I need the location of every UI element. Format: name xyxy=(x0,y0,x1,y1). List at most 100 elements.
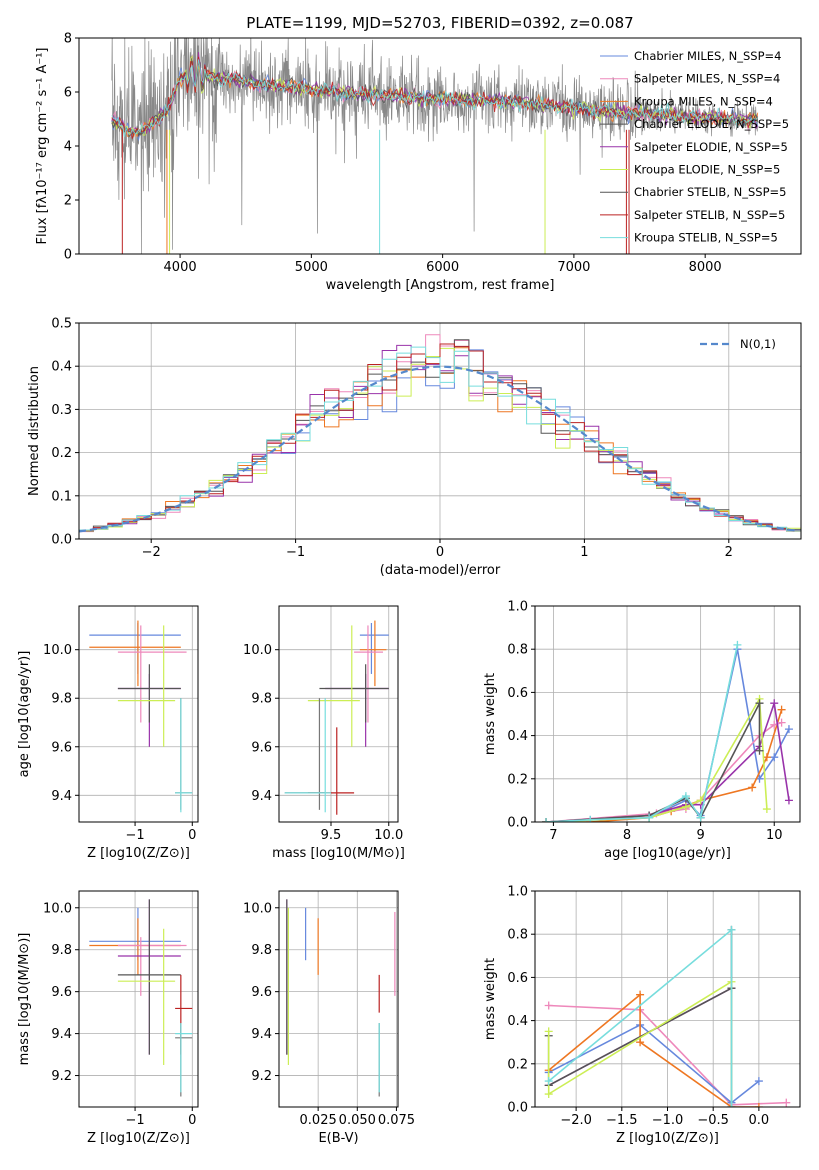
chart-title: PLATE=1199, MJD=52703, FIBERID=0392, z=0… xyxy=(246,14,633,32)
x-tick-label: 9 xyxy=(696,828,704,843)
x-tick-label: 10 xyxy=(766,828,783,843)
y-tick-label: 9.4 xyxy=(251,1027,272,1042)
weight-marker xyxy=(770,699,779,708)
panel-2: −1 0 9.4 9.6 9.8 10.0 Z [log10(Z/Z⊙)] age [log1… xyxy=(17,605,199,861)
panel-3: 9.5 10.0 9.4 9.6 9.8 10.0 mass [log10(M/M⊙)] xyxy=(243,605,405,861)
y-tick-label: 2 xyxy=(64,194,72,209)
weight-series xyxy=(545,702,761,822)
axes-frame xyxy=(278,890,399,1108)
y-tick-label: 9.6 xyxy=(51,740,72,755)
legend-entry: Chabrier STELIB, N_SSP=5 xyxy=(634,185,786,199)
y-tick-label: 6 xyxy=(64,86,72,101)
x-tick-label: 5000 xyxy=(295,260,328,275)
weight-marker xyxy=(754,1077,763,1086)
weight-marker xyxy=(544,1077,553,1086)
weight-marker xyxy=(727,925,736,934)
x-tick-label: −1 xyxy=(125,1113,144,1128)
x-tick-label: 0 xyxy=(188,1113,196,1128)
weight-marker xyxy=(777,705,786,714)
gaussian-curve xyxy=(79,365,799,533)
y-axis-label: age [log10(age/yr)] xyxy=(17,651,32,778)
model-spectrum xyxy=(111,59,759,137)
x-tick-label: −2 xyxy=(142,545,161,560)
y-tick-label: 9.6 xyxy=(51,985,72,1000)
y-tick-label: 0.2 xyxy=(507,1057,528,1072)
weight-marker xyxy=(748,783,757,792)
y-tick-label: 8 xyxy=(64,32,72,47)
x-axis-label: Z [log10(Z/Z⊙)] xyxy=(616,1131,719,1146)
x-tick-label: 8000 xyxy=(689,260,722,275)
panel-4: 7 8 9 10 0.0 0.2 0.4 0.6 0.8 1.0 age [log10(age/yr… xyxy=(483,600,801,861)
axes-frame xyxy=(78,890,199,1108)
y-tick-label: 9.8 xyxy=(51,943,72,958)
weight-marker xyxy=(754,1103,763,1107)
y-tick-label: 10.0 xyxy=(243,643,272,658)
legend-entry: Kroupa STELIB, N_SSP=5 xyxy=(634,231,778,245)
panel-6: 0.025 0.050 0.075 9.2 9.4 9.6 9.8 10.0 E(B-V) xyxy=(243,890,415,1146)
y-tick-label: 9.6 xyxy=(251,740,272,755)
y-tick-label: 4 xyxy=(64,140,72,155)
weight-marker xyxy=(782,1098,791,1107)
weight-marker xyxy=(784,725,793,734)
x-tick-label: −1.5 xyxy=(606,1113,638,1128)
x-tick-label: −2.0 xyxy=(560,1113,592,1128)
panel-5: −1 0 9.2 9.4 9.6 9.8 10.0 Z [log10(Z/Z⊙)] mass [… xyxy=(17,890,199,1146)
weight-series xyxy=(545,696,768,822)
weight-marker xyxy=(681,792,690,801)
weight-marker xyxy=(544,1090,553,1099)
x-tick-label: 9.5 xyxy=(321,828,342,843)
plot-area xyxy=(544,925,791,1107)
axes-frame xyxy=(278,605,399,823)
y-tick-label: 1.0 xyxy=(507,885,528,900)
weight-marker xyxy=(636,1038,645,1047)
y-tick-label: 9.2 xyxy=(51,1069,72,1084)
y-tick-label: 0.0 xyxy=(507,1101,528,1116)
y-axis-label: Normed distribution xyxy=(27,366,42,496)
observed-spectrum xyxy=(111,38,759,254)
weight-marker xyxy=(755,699,764,708)
y-tick-label: 0.5 xyxy=(51,317,72,332)
y-tick-label: 0.3 xyxy=(51,403,72,418)
weight-marker xyxy=(770,753,779,762)
weight-marker xyxy=(542,818,551,822)
y-tick-label: 9.4 xyxy=(51,1027,72,1042)
x-axis-label: Z [log10(Z/Z⊙)] xyxy=(87,1131,190,1146)
y-tick-label: 0.6 xyxy=(507,686,528,701)
weight-marker xyxy=(544,1001,553,1010)
y-tick-label: 0.4 xyxy=(507,1014,528,1029)
x-tick-label: −1 xyxy=(286,545,305,560)
plot-area xyxy=(111,38,759,254)
y-tick-label: 9.2 xyxy=(251,1069,272,1084)
panel-7: −2.0 −1.5 −1.0 −0.5 0.0 0.0 0.2 0.4 0.6 0.8 1.0 Z [… xyxy=(483,885,801,1146)
weight-marker xyxy=(681,802,690,811)
weight-marker xyxy=(733,640,742,649)
weight-marker xyxy=(784,796,793,805)
plot-area xyxy=(79,334,801,534)
weight-series xyxy=(545,702,790,822)
x-tick-label: 0.075 xyxy=(378,1113,415,1128)
x-axis-label: Z [log10(Z/Z⊙)] xyxy=(87,846,190,861)
weight-marker xyxy=(636,990,645,999)
y-tick-label: 0.2 xyxy=(507,772,528,787)
plot-area xyxy=(286,899,396,1097)
y-tick-label: 0.8 xyxy=(507,643,528,658)
legend: N(0,1) xyxy=(700,337,776,351)
axes-frame xyxy=(534,605,801,823)
y-tick-label: 0.0 xyxy=(507,816,528,831)
y-tick-label: 1.0 xyxy=(507,600,528,615)
y-axis-label: mass weight xyxy=(483,673,498,755)
legend-entry: Salpeter MILES, N_SSP=4 xyxy=(634,72,780,86)
y-tick-label: 9.8 xyxy=(51,692,72,707)
weight-series xyxy=(546,709,783,822)
legend-entry: Salpeter ELODIE, N_SSP=5 xyxy=(634,140,788,154)
weight-marker xyxy=(762,805,771,814)
x-tick-label: −1 xyxy=(125,828,144,843)
x-axis-label: E(B-V) xyxy=(318,1131,358,1146)
panel-0: 4000 5000 6000 7000 8000 0 2 4 6 8 wavelength [Ang… xyxy=(35,32,802,293)
legend-entry: Chabrier MILES, N_SSP=4 xyxy=(634,49,781,63)
plot-area xyxy=(89,899,193,1097)
y-axis-label: mass weight xyxy=(483,958,498,1040)
model-spectrum xyxy=(111,58,759,137)
plot-area xyxy=(284,620,389,815)
legend-entry: Kroupa ELODIE, N_SSP=5 xyxy=(634,163,780,177)
